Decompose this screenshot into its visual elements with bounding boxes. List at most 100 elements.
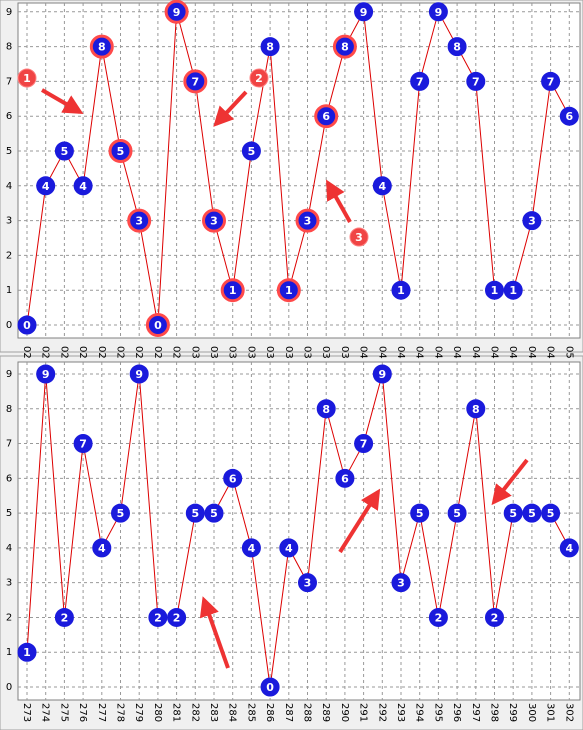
point — [17, 315, 37, 335]
annotation-marker — [17, 68, 37, 88]
point-label: 8 — [472, 403, 480, 416]
point-label: 7 — [191, 75, 199, 88]
x-tick-label: 274 — [40, 703, 51, 722]
y-tick-label: 0 — [6, 320, 12, 331]
point-label: 6 — [341, 472, 349, 485]
y-tick-label: 6 — [6, 473, 12, 484]
line — [26, 10, 570, 326]
point — [17, 642, 37, 662]
point — [148, 607, 168, 627]
x-tick-label: 293 — [395, 703, 406, 722]
x-tick-label: 03 — [302, 346, 313, 359]
point — [314, 104, 339, 129]
point — [92, 538, 112, 558]
x-tick-label: 04 — [432, 346, 443, 359]
point — [559, 538, 579, 558]
x-tick-label: 03 — [264, 346, 275, 359]
point — [428, 2, 448, 22]
point-label: 1 — [491, 284, 499, 297]
point — [335, 468, 355, 488]
y-tick-label: 2 — [6, 612, 12, 623]
x-tick-label: 05 — [563, 346, 574, 359]
point — [410, 503, 430, 523]
x-tick-label: 276 — [77, 703, 88, 722]
x-tick-label: 04 — [376, 346, 387, 359]
point-label: 5 — [528, 507, 536, 520]
point — [36, 176, 56, 196]
point — [298, 573, 317, 593]
point — [295, 208, 320, 233]
point-label: 9 — [42, 368, 50, 381]
x-tick-label: 278 — [115, 703, 126, 722]
point-label: 4 — [285, 542, 293, 555]
point-label: 2 — [154, 611, 162, 624]
point — [354, 2, 374, 22]
point — [316, 399, 336, 419]
point — [559, 106, 579, 126]
x-tick-label: 03 — [339, 346, 350, 359]
x-tick-label: 301 — [545, 703, 556, 722]
point-label: 8 — [453, 41, 461, 54]
point-label: 3 — [304, 215, 312, 228]
x-tick-label: 03 — [189, 346, 200, 359]
point — [167, 607, 187, 627]
point — [372, 364, 392, 384]
y-tick-label: 5 — [6, 146, 12, 157]
point-label: 2 — [61, 611, 69, 624]
point — [260, 677, 280, 697]
point — [522, 503, 542, 523]
x-tick-label: 299 — [507, 703, 518, 722]
point — [111, 503, 130, 523]
point — [332, 34, 357, 59]
x-tick-label: 02 — [152, 346, 163, 359]
point-label: 3 — [528, 215, 536, 228]
point-label: 9 — [360, 6, 368, 19]
x-tick-label: 294 — [414, 703, 425, 722]
point-label: 7 — [547, 75, 555, 88]
annotation: 2 — [255, 72, 263, 85]
point — [164, 0, 189, 24]
x-tick-label: 283 — [208, 703, 219, 722]
x-tick-label: 275 — [58, 703, 69, 722]
point-label: 7 — [360, 438, 368, 451]
point — [410, 71, 430, 91]
point-label: 1 — [229, 284, 237, 297]
y-tick-label: 8 — [6, 404, 12, 415]
point-label: 2 — [173, 611, 181, 624]
point-label: 3 — [397, 577, 405, 590]
point-label: 6 — [565, 110, 573, 123]
point — [54, 141, 74, 161]
x-tick-label: 04 — [470, 346, 481, 359]
point-label: 5 — [61, 145, 69, 158]
annotation-marker — [249, 68, 269, 88]
x-tick-label: 04 — [358, 346, 369, 359]
point — [503, 503, 523, 523]
y-tick-label: 0 — [6, 682, 12, 693]
x-tick-label: 02 — [21, 346, 32, 359]
arrow — [199, 596, 230, 669]
y-tick-label: 3 — [6, 216, 12, 227]
point — [241, 141, 261, 161]
point — [279, 538, 299, 558]
y-tick-label: 1 — [6, 285, 12, 296]
point-label: 4 — [42, 180, 50, 193]
point-label: 0 — [154, 319, 162, 332]
x-tick-label: 290 — [339, 703, 350, 722]
x-tick-label: 02 — [171, 346, 182, 359]
point-label: 4 — [248, 542, 256, 555]
point-label: 9 — [135, 368, 143, 381]
x-tick-label: 282 — [189, 703, 200, 722]
point — [129, 364, 149, 384]
arrow — [213, 90, 248, 127]
x-tick-label: 04 — [507, 346, 518, 359]
y-tick-label: 1 — [6, 647, 12, 658]
x-tick-label: 02 — [40, 346, 51, 359]
point-label: 6 — [322, 110, 330, 123]
x-tick-label: 298 — [489, 703, 500, 722]
x-tick-label: 297 — [470, 703, 481, 722]
x-tick-label: 302 — [563, 703, 574, 722]
point-label: 4 — [98, 542, 106, 555]
point — [503, 280, 523, 300]
point — [220, 278, 245, 303]
